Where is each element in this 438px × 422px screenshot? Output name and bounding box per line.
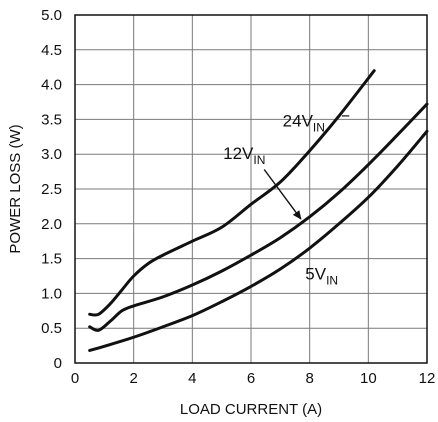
x-tick-label: 4 [188,370,196,387]
plot-frame [74,14,428,364]
grid [74,14,428,364]
y-tick-label: 2.0 [41,216,62,233]
label-arrow-12v [263,169,302,220]
y-tick-label: 4.5 [41,42,62,59]
y-tick-label: 0.5 [41,320,62,337]
y-tick-label: 0 [54,355,62,372]
series-label-sub: IN [313,120,325,134]
series-line-0 [88,69,376,317]
x-tick-label: 12 [419,370,436,387]
y-tick-label: 4.0 [41,77,62,94]
y-axis-title: POWER LOSS (W) [7,124,24,253]
series-label-1: 12VIN [223,144,265,167]
series-label-main: 5V [305,264,326,283]
series-label-0: 24VIN [283,111,325,134]
series-label-2: 5VIN [305,264,338,287]
series-line-1 [88,102,429,332]
x-tick-label: 2 [129,370,137,387]
series-lines [88,69,429,352]
x-axis-title: LOAD CURRENT (A) [180,401,322,418]
y-tick-label: 3.5 [41,111,62,128]
y-tick-label: 5.0 [41,7,62,24]
y-tick-label: 2.5 [41,181,62,198]
x-tick-label: 10 [360,370,377,387]
series-line-2 [88,129,429,352]
x-tick-label: 0 [71,370,79,387]
tick-labels: 0 2 4 6 8 10 12 0 0.5 1.0 1.5 2.0 2.5 3.0 3.5 4.0 4.5 5.0 [41,7,435,387]
x-tick-label: 8 [305,370,313,387]
series-label-main: 24V [283,111,314,130]
y-tick-label: 1.0 [41,285,62,302]
y-tick-label: 1.5 [41,251,62,268]
series-label-sub: IN [253,153,265,167]
series-label-main: 12V [223,144,254,163]
x-tick-label: 6 [247,370,255,387]
y-tick-label: 3.0 [41,146,62,163]
series-label-sub: IN [326,273,338,287]
